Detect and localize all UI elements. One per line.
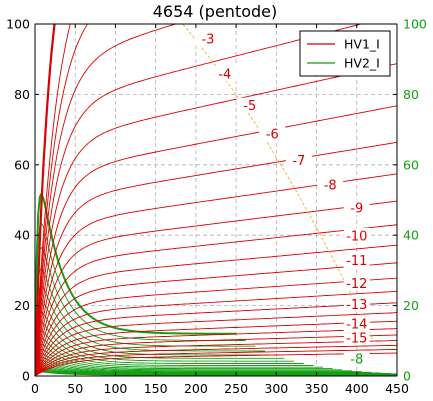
hv1-curve [35, 320, 397, 376]
curve-label-group: -3 -4 -5 -6 -7 -8 -9 -10 -11 -12 -13 -14-15 -8 [194, 30, 370, 368]
hv1-curve [35, 262, 397, 376]
x-tick-label: 0 [31, 381, 39, 396]
y-left-tick-label: 60 [14, 157, 30, 172]
curve-label-background [343, 199, 370, 215]
hv2-curve [35, 353, 352, 376]
x-tick-label: 100 [104, 381, 128, 396]
y-left-tick-label: 20 [14, 298, 30, 313]
x-tick-label: 150 [144, 381, 168, 396]
curve-label: -8 [324, 178, 337, 193]
curve-label: -4 [218, 68, 231, 83]
hv1-curve [35, 334, 397, 376]
legend-label-hv1: HV1_I [344, 37, 380, 52]
y-left-tick-label: 80 [14, 87, 30, 102]
hv2-curve [35, 246, 256, 376]
curve-label-background [317, 176, 344, 192]
hv1-curve [35, 312, 397, 376]
hv2-curve [35, 337, 323, 376]
y-right-tick-label: 60 [403, 157, 419, 172]
hv1-curve [35, 344, 397, 376]
curve-label: -12 [346, 277, 367, 292]
legend-label-hv2: HV2_I [344, 56, 380, 71]
hv2-curve [35, 267, 266, 376]
hv1-curve [35, 24, 56, 376]
curve-label-background [236, 97, 263, 113]
y-right-tick-label: 100 [403, 17, 427, 32]
plot-frame [34, 23, 398, 377]
hv2-curve [35, 321, 304, 376]
curve-label-background [343, 315, 370, 331]
hv2-curve [35, 362, 381, 376]
curve-label-background [343, 227, 370, 243]
hv1-curve [35, 63, 397, 376]
hv1-curve [35, 328, 397, 376]
x-tick-label: 200 [184, 381, 208, 396]
hv1-curve [35, 244, 397, 376]
curve-label-background [285, 152, 312, 168]
y-left-tick-label: 0 [22, 369, 30, 384]
curve-label-background [343, 252, 370, 268]
curve-label: -7 [292, 154, 305, 169]
curve-label: -3 [201, 32, 214, 47]
curve-label-background [343, 275, 370, 291]
hv1-curve [35, 224, 397, 376]
x-tick-label: 50 [67, 381, 83, 396]
hv1-curve [35, 290, 397, 376]
y-left-tick-label: 40 [14, 228, 30, 243]
hv1-curve [35, 340, 397, 376]
hv2-curve [35, 359, 372, 376]
hv1-curve [35, 277, 397, 376]
curve-label: -9 [350, 201, 363, 216]
hv1-curve [35, 349, 397, 376]
curve-label: -10 [346, 229, 367, 244]
hv1-curve [35, 105, 397, 376]
curve-label: -8 [350, 353, 363, 368]
knee-line [182, 24, 374, 340]
y-right-tick-label: 0 [403, 369, 411, 384]
hv1-curve [35, 352, 397, 376]
y-right-tick-label: 40 [403, 228, 419, 243]
hv2-curve [35, 356, 362, 376]
hv1-curve [35, 200, 397, 376]
hv2-curve [35, 311, 294, 376]
x-tick-label: 250 [224, 381, 248, 396]
hv1-curve [35, 141, 397, 376]
curve-label: -14 [346, 317, 367, 332]
curve-label-background [211, 66, 238, 82]
hv2-curve [35, 348, 343, 376]
knee-line-group [182, 24, 374, 340]
curve-label-background [343, 330, 370, 346]
hv1-curve [35, 24, 178, 376]
curve-label: -6 [266, 127, 279, 142]
y-left-tick-label: 100 [6, 17, 30, 32]
legend: HV1_I HV2_I [299, 30, 391, 77]
axis-ticks: 0 50 100 150 200 250 300 350 400 4500204060801000… [6, 17, 427, 397]
curve-label-background [194, 30, 221, 46]
y-right-tick-label: 80 [403, 87, 419, 102]
curve-label: -11 [346, 254, 367, 269]
hv2-curve [35, 330, 314, 376]
curve-label: -13 [346, 298, 367, 313]
hv1-curve [35, 24, 364, 376]
x-tick-label: 350 [305, 381, 329, 396]
curve-label: -15 [346, 332, 367, 347]
hv2-curve [35, 371, 397, 376]
y-right-tick-label: 20 [403, 298, 419, 313]
curve-label-background [343, 351, 370, 367]
x-tick-label: 450 [385, 381, 409, 396]
x-tick-label: 400 [345, 381, 369, 396]
curve-label-background [259, 125, 286, 141]
hv1-curve [35, 302, 397, 376]
x-tick-label: 300 [264, 381, 288, 396]
legend-box [299, 30, 391, 77]
chart-title: 4654 (pentode) [153, 2, 278, 21]
hv1-curve-group [35, 24, 397, 376]
curve-label: -5 [243, 99, 256, 114]
curve-label-background [343, 296, 370, 312]
hv2-curve [35, 343, 333, 376]
